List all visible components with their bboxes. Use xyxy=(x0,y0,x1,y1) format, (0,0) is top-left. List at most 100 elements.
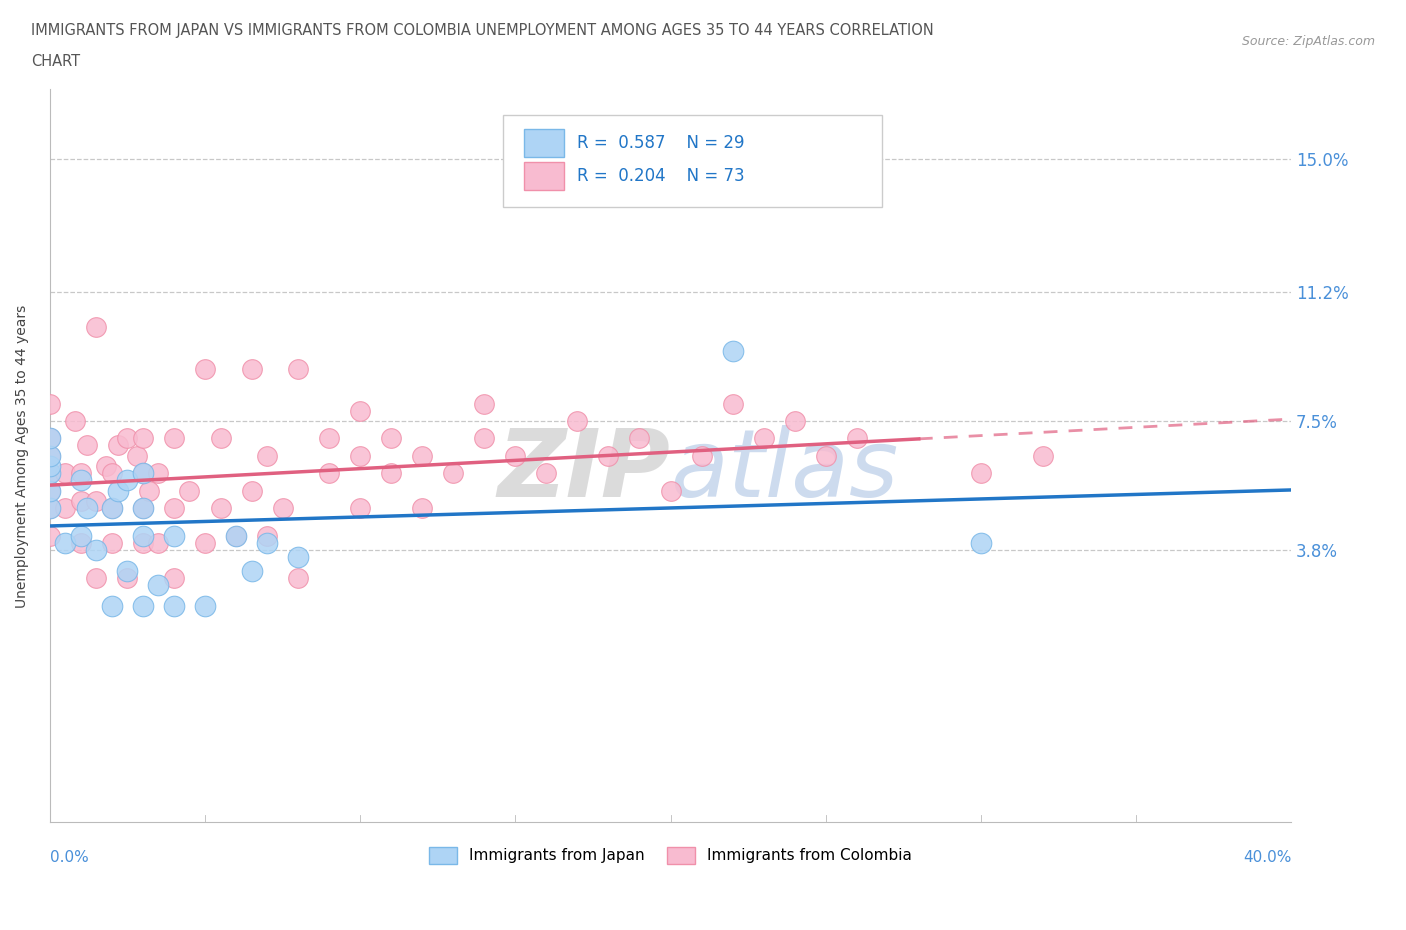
Point xyxy=(349,403,371,418)
Point xyxy=(38,466,60,481)
Point xyxy=(132,529,155,544)
Point xyxy=(117,473,139,488)
Point xyxy=(163,431,186,445)
Point xyxy=(38,448,60,463)
Point xyxy=(101,501,124,516)
Text: Source: ZipAtlas.com: Source: ZipAtlas.com xyxy=(1241,35,1375,48)
Text: 0.0%: 0.0% xyxy=(49,850,89,865)
Point xyxy=(472,396,495,411)
Text: R =  0.587    N = 29: R = 0.587 N = 29 xyxy=(578,134,745,152)
Point xyxy=(163,529,186,544)
Point xyxy=(814,448,837,463)
Point xyxy=(148,578,170,592)
Point xyxy=(256,448,278,463)
Y-axis label: Unemployment Among Ages 35 to 44 years: Unemployment Among Ages 35 to 44 years xyxy=(15,304,30,607)
Point xyxy=(628,431,651,445)
Point xyxy=(70,536,93,551)
Point xyxy=(225,529,247,544)
Point xyxy=(125,448,148,463)
Point xyxy=(240,361,263,376)
Point xyxy=(970,466,993,481)
Point xyxy=(256,536,278,551)
Point xyxy=(53,466,76,481)
Point xyxy=(117,571,139,586)
Point xyxy=(721,344,744,359)
Point xyxy=(86,319,108,334)
Legend: Immigrants from Japan, Immigrants from Colombia: Immigrants from Japan, Immigrants from C… xyxy=(423,841,918,870)
Point xyxy=(101,466,124,481)
Point xyxy=(567,414,589,429)
Point xyxy=(86,571,108,586)
Point xyxy=(209,501,232,516)
Point xyxy=(53,536,76,551)
Point xyxy=(225,529,247,544)
Point xyxy=(163,599,186,614)
Point xyxy=(411,501,433,516)
Point xyxy=(117,564,139,578)
Point xyxy=(598,448,620,463)
Point xyxy=(132,501,155,516)
Point xyxy=(380,466,402,481)
Point xyxy=(287,571,309,586)
Point xyxy=(256,529,278,544)
Point xyxy=(1032,448,1054,463)
Point xyxy=(107,484,129,498)
Point xyxy=(70,473,93,488)
Point xyxy=(38,501,60,516)
Point xyxy=(117,431,139,445)
Point xyxy=(179,484,201,498)
Point xyxy=(86,494,108,509)
Point xyxy=(752,431,775,445)
FancyBboxPatch shape xyxy=(524,129,564,157)
Text: ZIP: ZIP xyxy=(498,425,671,516)
Text: IMMIGRANTS FROM JAPAN VS IMMIGRANTS FROM COLOMBIA UNEMPLOYMENT AMONG AGES 35 TO : IMMIGRANTS FROM JAPAN VS IMMIGRANTS FROM… xyxy=(31,23,934,38)
Point xyxy=(38,501,60,516)
Point xyxy=(101,599,124,614)
Point xyxy=(163,571,186,586)
Point xyxy=(287,361,309,376)
Point xyxy=(505,448,527,463)
FancyBboxPatch shape xyxy=(503,115,882,206)
Point xyxy=(194,361,217,376)
Point xyxy=(148,466,170,481)
Point xyxy=(970,536,993,551)
Point xyxy=(38,484,60,498)
Point xyxy=(659,484,682,498)
Point xyxy=(132,466,155,481)
Point xyxy=(536,466,558,481)
Point xyxy=(38,466,60,481)
Point xyxy=(783,414,806,429)
Point xyxy=(132,536,155,551)
Point xyxy=(380,431,402,445)
Point xyxy=(318,431,340,445)
Point xyxy=(63,414,86,429)
Text: R =  0.204    N = 73: R = 0.204 N = 73 xyxy=(578,166,745,185)
Point xyxy=(38,431,60,445)
FancyBboxPatch shape xyxy=(524,162,564,190)
Text: atlas: atlas xyxy=(671,425,898,516)
Point xyxy=(240,564,263,578)
Point xyxy=(101,536,124,551)
Point xyxy=(38,431,60,445)
Point xyxy=(107,438,129,453)
Point xyxy=(38,458,60,473)
Point xyxy=(132,466,155,481)
Point xyxy=(76,438,98,453)
Point xyxy=(845,431,868,445)
Point xyxy=(38,529,60,544)
Point xyxy=(138,484,160,498)
Point xyxy=(240,484,263,498)
Point xyxy=(287,550,309,565)
Point xyxy=(472,431,495,445)
Point xyxy=(441,466,464,481)
Point xyxy=(721,396,744,411)
Point xyxy=(38,396,60,411)
Point xyxy=(53,501,76,516)
Point xyxy=(690,448,713,463)
Point xyxy=(86,543,108,558)
Point xyxy=(163,501,186,516)
Point xyxy=(349,501,371,516)
Point xyxy=(349,448,371,463)
Point xyxy=(38,448,60,463)
Point xyxy=(209,431,232,445)
